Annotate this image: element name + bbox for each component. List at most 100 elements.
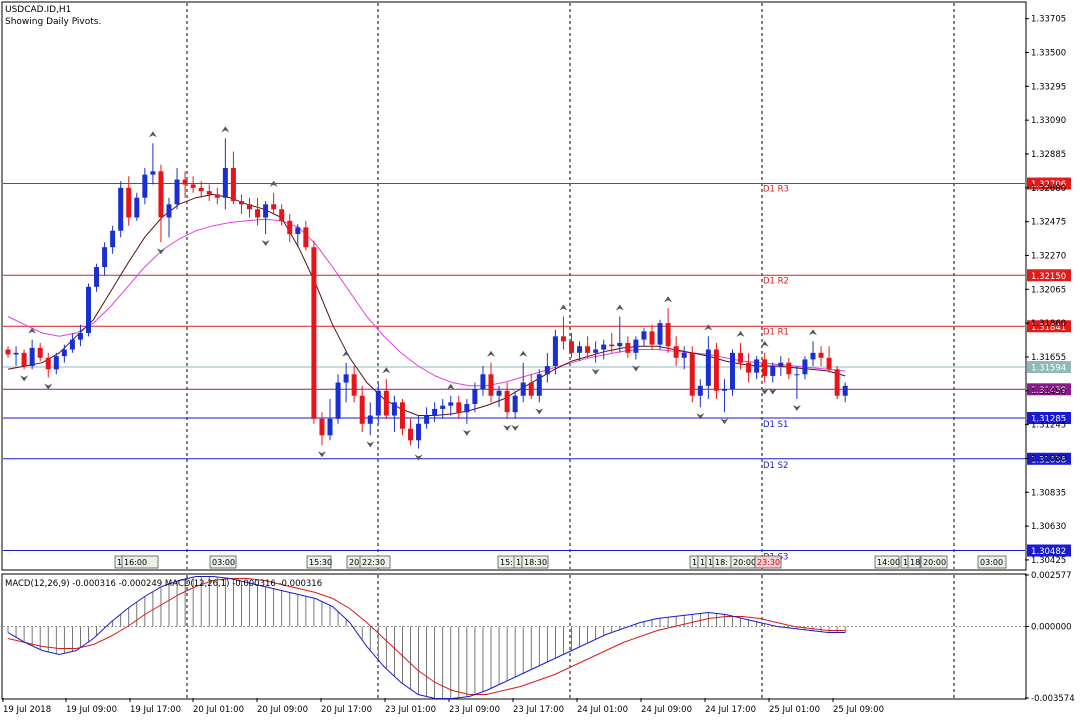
- y-tick-label: 1.31655: [1031, 353, 1066, 363]
- fractal-up-arrow: [382, 367, 391, 374]
- fractal-down-arrow: [631, 365, 640, 372]
- pivot-price-box: [1027, 177, 1071, 190]
- x-tick-label: 24 Jul 09:00: [641, 705, 692, 715]
- candle-body: [681, 352, 687, 358]
- x-tick-label: 20 Jul 01:00: [193, 705, 244, 715]
- candle-body: [593, 349, 599, 353]
- candle-body: [263, 204, 269, 218]
- fractal-up-arrow: [446, 383, 455, 390]
- candle-body: [577, 346, 583, 353]
- y-tick-label: 1.31860: [1031, 319, 1066, 329]
- y-tick-label: 1.30630: [1031, 522, 1066, 532]
- candle-body: [102, 247, 108, 268]
- time-marker-label: 18: [910, 558, 920, 567]
- time-marker-label: 20:00: [923, 558, 946, 567]
- pivot-price-box: [1027, 452, 1071, 465]
- y-tick-label: 1.30425: [1031, 556, 1066, 566]
- candle-body: [786, 362, 792, 375]
- candle-body: [617, 342, 623, 347]
- candle-body: [126, 187, 132, 218]
- y-tick-label: 1.32475: [1031, 218, 1066, 228]
- pivot-subtitle: Showing Daily Pivots.: [5, 17, 101, 27]
- pivot-label: D1 R3: [763, 185, 789, 195]
- candle-body: [5, 349, 11, 355]
- pivot-price-label: 1.30482: [1031, 547, 1066, 557]
- candle-body: [528, 382, 534, 396]
- candle-body: [343, 374, 349, 383]
- time-marker-label: 18:: [715, 558, 728, 567]
- candle-body: [198, 187, 204, 192]
- candle-body: [134, 197, 140, 218]
- pivot-price-label: 1.32706: [1031, 180, 1066, 190]
- candle-body: [818, 352, 824, 358]
- symbol-title: USDCAD.ID,H1: [5, 5, 71, 15]
- candle-body: [778, 362, 784, 367]
- candle-body: [705, 349, 711, 386]
- candle-body: [110, 230, 116, 248]
- pivot-label: D1 S1: [763, 420, 788, 430]
- fractal-down-arrow: [511, 424, 520, 431]
- candle-body: [182, 179, 188, 185]
- candle-body: [13, 352, 19, 355]
- candle-body: [69, 339, 75, 350]
- candle-body: [247, 204, 252, 210]
- fractal-down-arrow: [760, 388, 769, 395]
- candle-body: [689, 352, 695, 396]
- candle-body: [673, 346, 679, 358]
- time-marker-label: 1: [700, 558, 705, 567]
- candle-body: [327, 418, 333, 436]
- fractal-up-arrow: [664, 296, 673, 303]
- y-tick-label: 1.31245: [1031, 421, 1066, 431]
- x-tick-label: 23 Jul 09:00: [449, 705, 500, 715]
- candle-body: [37, 347, 43, 358]
- x-tick-label: 19 Jul 09:00: [66, 705, 117, 715]
- candle-body: [351, 374, 357, 396]
- candle-body: [222, 168, 228, 198]
- x-tick-label: 23 Jul 17:00: [513, 705, 564, 715]
- fractal-up-arrow: [809, 329, 817, 336]
- candle-body: [77, 333, 83, 340]
- candle-body: [794, 374, 800, 376]
- candle-body: [810, 352, 816, 360]
- candle-body: [730, 352, 735, 390]
- time-marker-label: 1: [903, 558, 908, 567]
- time-marker-label: 03:00: [980, 558, 1003, 567]
- time-marker-box: [306, 555, 332, 569]
- time-marker-label: 23:30: [757, 558, 780, 567]
- time-marker-label: 1: [708, 558, 713, 567]
- pivot-label: D1 R1: [763, 327, 789, 337]
- y-tick-label: 1.33295: [1031, 82, 1066, 92]
- candle-body: [311, 247, 317, 419]
- candle-body: [190, 184, 196, 188]
- candle-body: [512, 395, 518, 413]
- pivot-price-label: 1.31841: [1031, 323, 1066, 333]
- candle-body: [319, 418, 325, 436]
- candle-body: [657, 323, 663, 345]
- time-marker-label: 18:30: [524, 558, 547, 567]
- y-tick-label: 1.32885: [1031, 150, 1066, 160]
- time-marker-label: 14:00: [877, 558, 900, 567]
- candle-body: [86, 286, 91, 334]
- candle-body: [53, 356, 59, 370]
- fractal-down-arrow: [261, 240, 270, 247]
- candle-body: [552, 336, 558, 367]
- x-tick-label: 25 Jul 01:00: [769, 705, 820, 715]
- x-tick-label: 23 Jul 01:00: [385, 705, 436, 715]
- fractal-down-arrow: [44, 383, 53, 390]
- fractal-down-arrow: [792, 405, 801, 412]
- candle-body: [480, 374, 486, 390]
- candle-body: [271, 204, 277, 210]
- candle-body: [166, 204, 172, 218]
- macd-y-tick-label: 0.000000: [1031, 623, 1072, 633]
- fractal-up-arrow: [28, 327, 37, 334]
- x-tick-label: 24 Jul 17:00: [705, 705, 756, 715]
- pivot-price-label: 1.32150: [1031, 272, 1066, 282]
- candle-body: [754, 359, 760, 373]
- candle-body: [496, 390, 502, 396]
- time-marker-label: 15:30: [309, 558, 332, 567]
- candle-body: [432, 408, 438, 416]
- candle-body: [94, 267, 100, 287]
- time-marker-label: 1: [692, 558, 697, 567]
- pivot-price-label: 1.31459: [1031, 386, 1066, 396]
- macd-y-tick-label: 0.002577: [1031, 571, 1072, 581]
